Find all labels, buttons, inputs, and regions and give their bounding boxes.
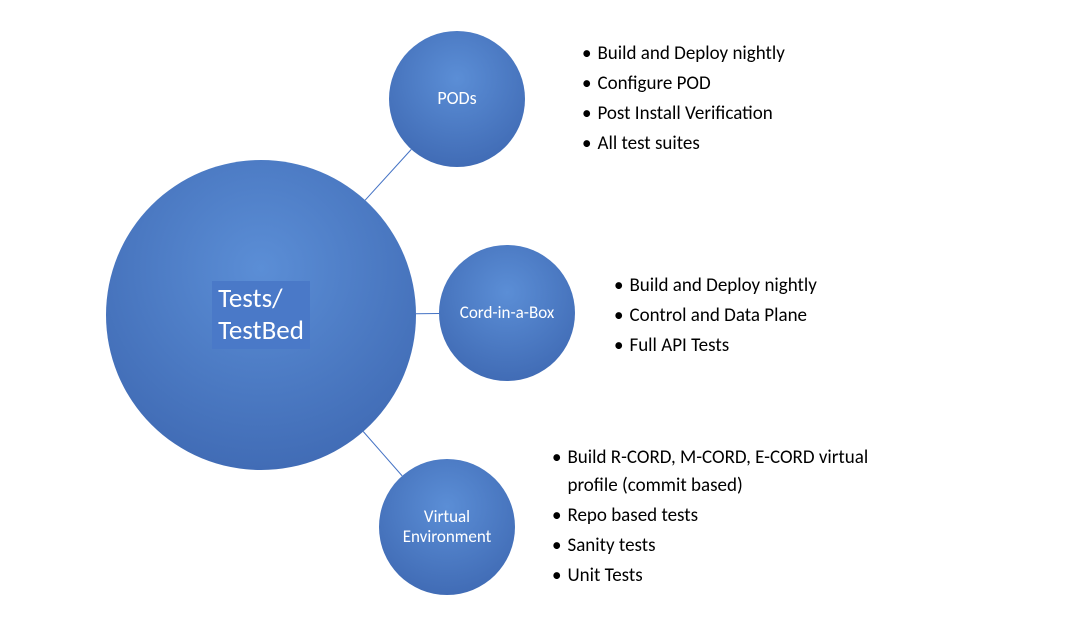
bullet-item: •Build and Deploy nightly xyxy=(614,272,974,300)
root-node: Tests/ TestBed xyxy=(106,160,416,470)
bullet-item: •Full API Tests xyxy=(614,332,974,360)
bullet-list: •Build and Deploy nightly•Control and Da… xyxy=(614,272,974,362)
bullet-item: •Unit Tests xyxy=(552,562,872,590)
bullet-dot-icon: • xyxy=(552,444,561,472)
bullet-dot-icon: • xyxy=(552,532,561,560)
bullet-dot-icon: • xyxy=(614,272,623,300)
bullet-item: •All test suites xyxy=(582,130,942,158)
bullet-text: Control and Data Plane xyxy=(629,302,974,330)
connector-line xyxy=(363,432,402,476)
bullet-item: •Repo based tests xyxy=(552,502,872,530)
bullet-text: Configure POD xyxy=(597,70,942,98)
bullet-dot-icon: • xyxy=(614,332,623,360)
root-label: Tests/ TestBed xyxy=(212,281,310,350)
bullet-text: Build and Deploy nightly xyxy=(597,40,942,68)
child-node: Virtual Environment xyxy=(379,459,515,595)
bullet-dot-icon: • xyxy=(582,70,591,98)
bullet-dot-icon: • xyxy=(552,562,561,590)
bullet-item: •Post Install Verification xyxy=(582,100,942,128)
bullet-text: Sanity tests xyxy=(567,532,872,560)
child-node-label: PODs xyxy=(431,82,482,116)
bullet-text: All test suites xyxy=(597,130,942,158)
bullet-dot-icon: • xyxy=(582,130,591,158)
bullet-item: •Control and Data Plane xyxy=(614,302,974,330)
bullet-dot-icon: • xyxy=(552,502,561,530)
bullet-text: Repo based tests xyxy=(567,502,872,530)
bullet-list: •Build R-CORD, M-CORD, E-CORD virtual pr… xyxy=(552,444,872,592)
bullet-item: •Build R-CORD, M-CORD, E-CORD virtual pr… xyxy=(552,444,872,500)
child-node-label: Cord-in-a-Box xyxy=(454,297,561,329)
diagram-stage: Tests/ TestBed PODs•Build and Deploy nig… xyxy=(0,0,1066,644)
bullet-dot-icon: • xyxy=(582,100,591,128)
bullet-list: •Build and Deploy nightly•Configure POD•… xyxy=(582,40,942,160)
connector-line xyxy=(365,149,411,200)
bullet-text: Build R-CORD, M-CORD, E-CORD virtual pro… xyxy=(567,444,872,500)
bullet-item: •Configure POD xyxy=(582,70,942,98)
bullet-item: •Sanity tests xyxy=(552,532,872,560)
bullet-dot-icon: • xyxy=(614,302,623,330)
bullet-text: Post Install Verification xyxy=(597,100,942,128)
bullet-item: •Build and Deploy nightly xyxy=(582,40,942,68)
child-node-label: Virtual Environment xyxy=(380,501,514,554)
bullet-text: Unit Tests xyxy=(567,562,872,590)
child-node: Cord-in-a-Box xyxy=(439,245,575,381)
child-node: PODs xyxy=(389,31,525,167)
bullet-dot-icon: • xyxy=(582,40,591,68)
bullet-text: Full API Tests xyxy=(629,332,974,360)
bullet-text: Build and Deploy nightly xyxy=(629,272,974,300)
